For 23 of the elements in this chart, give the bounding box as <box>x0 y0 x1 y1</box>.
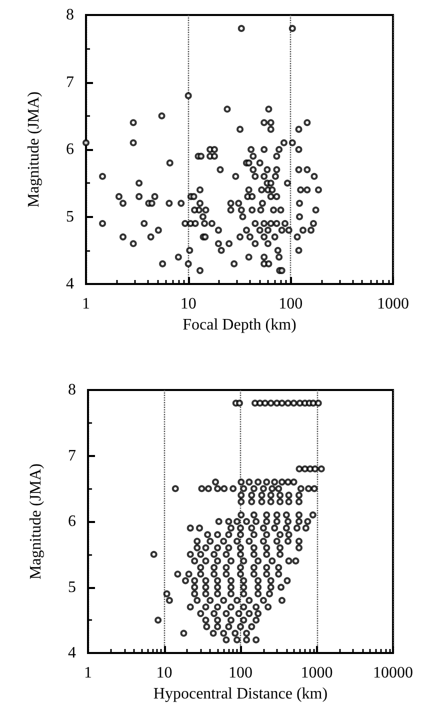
x-tick-label: 10000 <box>373 664 413 682</box>
x-tick-label: 10 <box>180 296 196 312</box>
x-tick-label: 100 <box>228 664 252 682</box>
x-tick-label: 1000 <box>377 296 409 312</box>
x-axis-title: Focal Depth (km) <box>182 316 296 334</box>
y-tick-label: 7 <box>68 447 76 464</box>
y-tick-label: 4 <box>66 276 74 292</box>
y-tick-label: 6 <box>68 513 76 530</box>
x-tick-label: 100 <box>278 296 303 312</box>
y-tick-label: 4 <box>68 644 76 662</box>
y-axis-title: Magnitude (JMA) <box>26 92 42 208</box>
y-tick-label: 6 <box>66 141 74 158</box>
y-tick-label: 8 <box>66 6 74 24</box>
x-tick-label: 1 <box>84 664 92 682</box>
y-tick-label: 7 <box>66 74 74 91</box>
x-tick-label: 10 <box>156 664 172 682</box>
y-axis-title: Magnitude (JMA) <box>28 464 44 580</box>
y-tick-label: 5 <box>68 578 76 596</box>
y-tick-label: 5 <box>66 208 74 226</box>
x-axis-title: Hypocentral Distance (km) <box>153 685 328 702</box>
y-tick-label: 8 <box>68 382 76 398</box>
x-tick-label: 1 <box>82 296 90 312</box>
x-tick-label: 1000 <box>300 664 333 682</box>
